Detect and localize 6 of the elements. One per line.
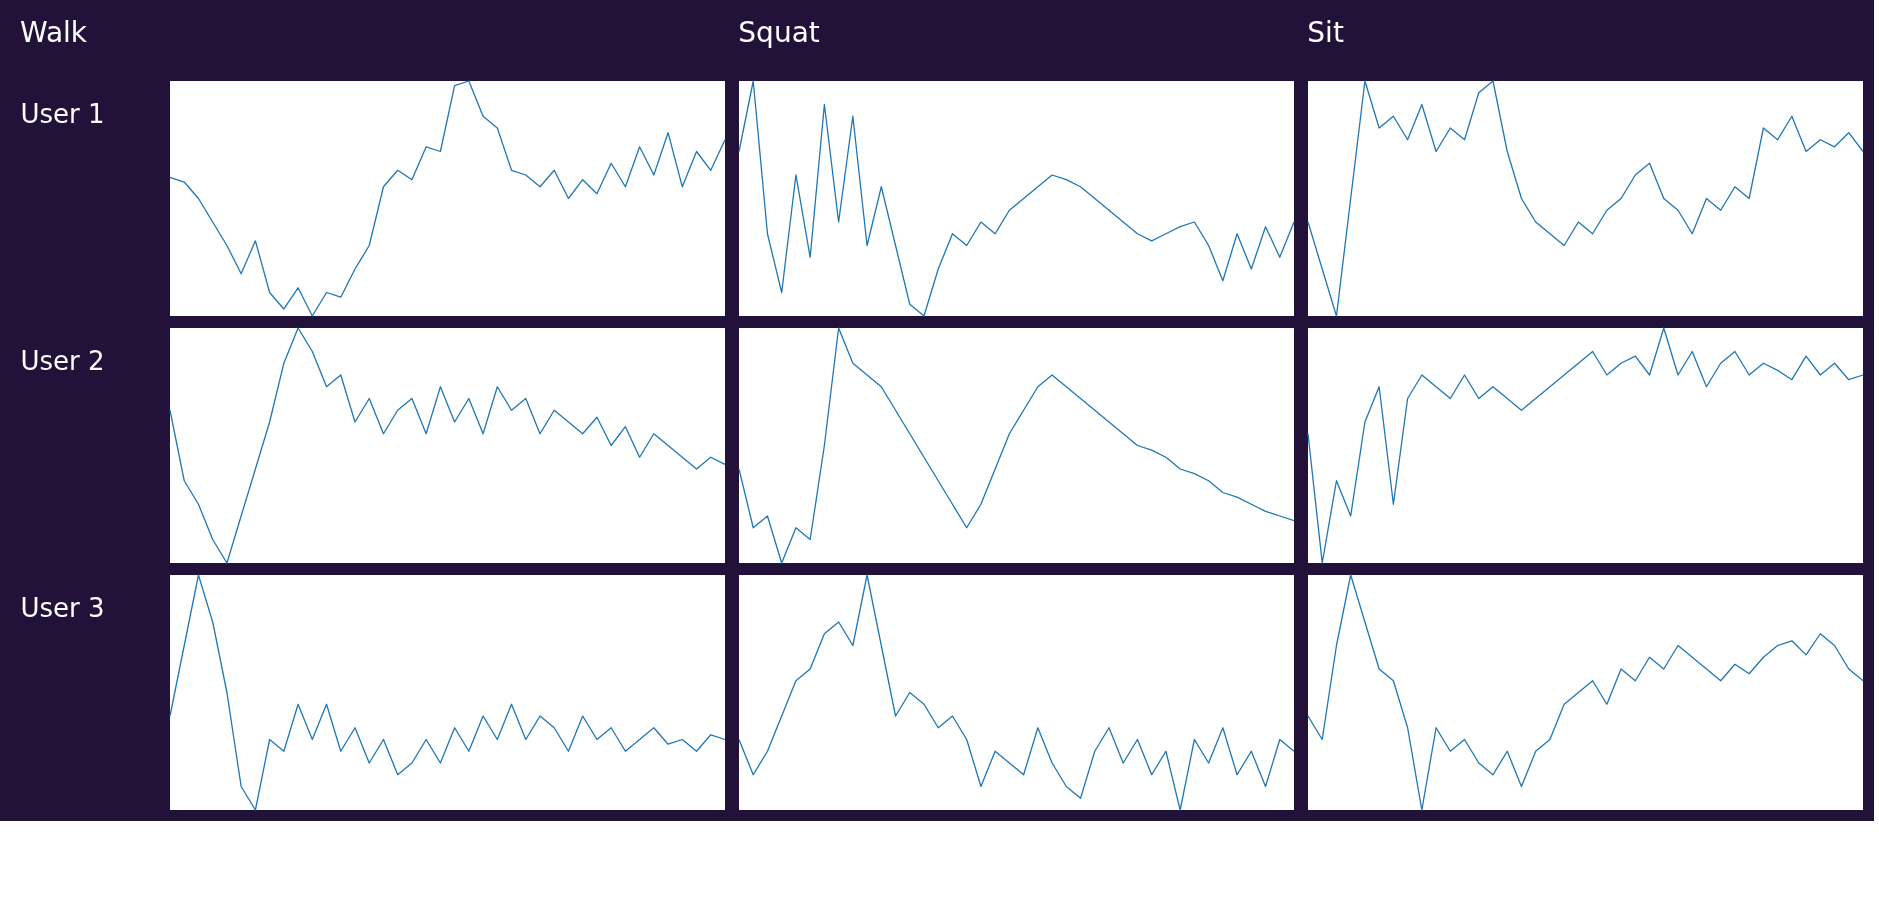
y-axis-title: User 2 <box>20 345 105 376</box>
y-axis-title: User 3 <box>20 592 105 623</box>
chart-title: Squat <box>738 16 820 50</box>
chart-title: Sit <box>1307 16 1344 50</box>
chart-title: Walk <box>20 16 88 50</box>
y-axis-title: User 1 <box>20 98 105 129</box>
